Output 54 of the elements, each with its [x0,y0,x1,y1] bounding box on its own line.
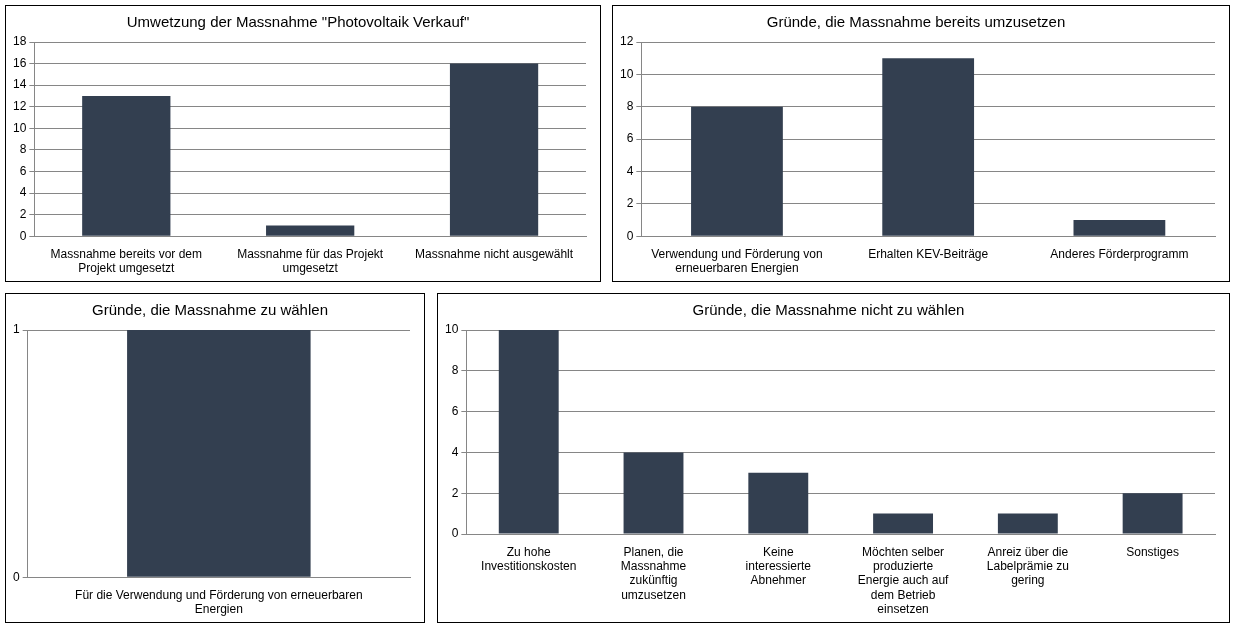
bar [748,472,809,534]
x-tick-label: Keine interessierte Abnehmer [745,544,812,588]
y-tick-label: 2 [19,206,27,221]
y-tick-label: 8 [626,99,634,114]
y-tick-label: 6 [19,163,27,178]
y-tick-label: 0 [19,228,27,243]
y-tick-label: 4 [19,185,27,200]
bar [82,95,171,236]
y-tick-label: 8 [19,142,27,157]
bar [1122,493,1183,534]
chart-title: Gründe, die Massnahme zu wählen [92,301,328,319]
x-tick-label: Möchten selber produzierte Energie auch auf dem Betrieb einsetzen [857,544,950,617]
bar [1073,220,1166,236]
y-tick-label: 12 [619,34,634,49]
y-tick-label: 0 [451,526,459,541]
x-tick-label: Zu hohe Investitionskosten [481,544,577,573]
x-tick-label: Für die Verwendung und Förderung von erneuerbaren Energien [75,587,363,617]
y-tick-label: 14 [12,77,27,92]
x-tick-label: Verwendung und Förderung von erneuerbaren Energien [651,246,823,276]
bar [873,513,934,534]
x-tick-label: Anreiz über die Labelprämie zu gering [986,544,1069,588]
x-tick-label: Sonstiges [1126,544,1179,559]
x-tick-label: Massnahme bereits vor dem Projekt umgesetzt [50,246,202,276]
y-tick-label: 10 [12,120,27,135]
y-tick-label: 2 [626,196,634,211]
bar [882,58,975,236]
y-tick-label: 16 [12,55,27,70]
x-tick-label: Anderes Förderprogramm [1050,246,1189,261]
x-tick-label: Massnahme nicht ausgewählt [415,246,574,261]
bar [691,106,783,236]
bar [498,330,559,534]
y-tick-label: 12 [12,99,27,114]
y-tick-label: 0 [12,569,20,584]
y-tick-label: 1 [12,322,20,337]
bar [997,513,1058,534]
x-tick-label: Erhalten KEV-Beiträge [868,246,989,261]
chart-title: Gründe, die Massnahme bereits umzusetzen [766,13,1066,31]
y-tick-label: 10 [619,66,634,81]
bar [623,452,684,534]
x-tick-label: Massnahme für das Projekt umgesetzt [237,246,384,276]
x-tick-label: Planen, die Massnahme zukünftig umzusetzen [620,544,687,602]
y-tick-label: 6 [626,131,634,146]
y-tick-label: 4 [626,163,634,178]
chart-title: Umwetzung der Massnahme "Photovoltaik Verkauf" [126,13,470,31]
bar [266,225,355,236]
y-tick-label: 10 [444,322,459,337]
bar [449,63,539,236]
y-tick-label: 18 [12,34,27,49]
y-tick-label: 2 [451,485,459,500]
y-tick-label: 8 [451,363,459,378]
chart-title: Gründe, die Massnahme nicht zu wählen [692,301,965,319]
y-tick-label: 4 [451,444,459,459]
y-tick-label: 6 [451,403,459,418]
y-tick-label: 0 [626,228,634,243]
